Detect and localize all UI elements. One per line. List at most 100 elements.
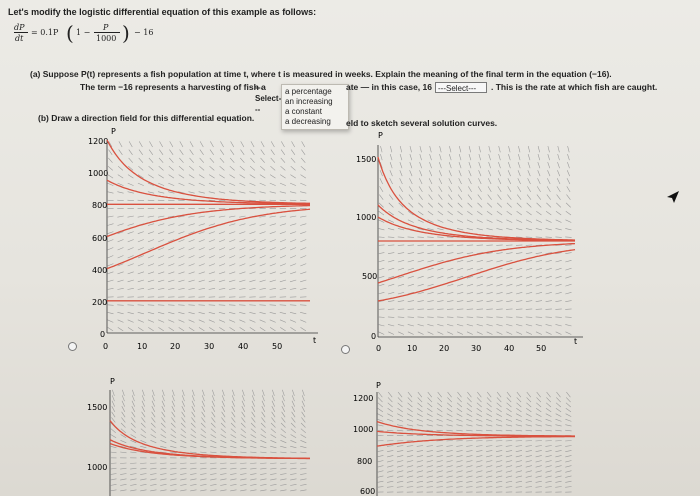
graph2-direction-tick	[417, 228, 424, 231]
graph1-direction-tick	[279, 255, 287, 259]
graph3-direction-tick	[121, 417, 126, 423]
graph1-direction-tick	[301, 141, 306, 148]
graph1-direction-tick	[178, 215, 185, 218]
graph2-direction-tick	[545, 275, 552, 279]
graph1-direction-tick	[127, 231, 134, 234]
graph1-direction-tick	[107, 191, 114, 194]
graph3-direction-tick	[261, 395, 265, 402]
graph1-direction-tick	[107, 263, 114, 267]
graph1-direction-tick	[188, 327, 195, 332]
graph2-direction-tick	[390, 146, 393, 153]
graph3-direction-tick	[120, 467, 127, 470]
graph3-direction-tick	[271, 400, 275, 407]
graph1-xtick: 20	[170, 342, 180, 351]
graph3-direction-tick	[230, 445, 237, 449]
graph3-direction-tick	[140, 473, 147, 475]
graph4-direction-tick	[456, 465, 463, 468]
dropdown-option[interactable]: a constant	[285, 107, 322, 116]
graph1-direction-tick	[158, 231, 165, 234]
graph2-direction-tick	[417, 283, 424, 287]
graph3-direction-tick	[261, 411, 266, 418]
graph4-direction-tick	[506, 407, 512, 413]
graph4-direction-tick	[427, 402, 433, 408]
graph2-direction-tick	[378, 260, 385, 263]
graph1-direction-tick	[107, 255, 114, 259]
graph2-direction-tick	[437, 275, 444, 279]
graph4-direction-tick	[505, 470, 513, 473]
select-unit[interactable]: ---Select---	[435, 82, 487, 93]
graph1-direction-tick	[260, 157, 265, 163]
graph1-direction-tick	[147, 279, 155, 283]
graph1-direction-tick	[259, 247, 266, 251]
graph4-direction-tick	[536, 402, 542, 408]
graph3-direction-tick	[120, 434, 127, 439]
graph1-direction-tick	[127, 239, 134, 243]
graph3-direction-tick	[210, 462, 217, 464]
dropdown-option[interactable]: an increasing	[285, 97, 333, 106]
graph1-direction-tick	[158, 319, 165, 323]
graph4-direction-tick	[486, 460, 493, 463]
graph1-direction-tick	[290, 231, 297, 234]
graph4-direction-tick	[535, 418, 542, 422]
graph2-direction-tick	[547, 154, 550, 161]
graph2-direction-tick	[545, 252, 552, 254]
graph2-direction-tick	[417, 252, 424, 254]
graph1-direction-tick	[147, 263, 155, 267]
graph2-direction-tick	[555, 283, 562, 287]
graph2-direction-tick	[418, 202, 424, 208]
graph1-direction-tick	[198, 312, 205, 315]
graph2-direction-tick	[476, 300, 483, 302]
graph2-direction-tick	[565, 331, 572, 335]
graph3-direction-tick	[200, 467, 207, 470]
graph3-direction-tick	[240, 445, 247, 449]
graph3-direction-tick	[251, 411, 256, 418]
graph4-direction-tick	[535, 424, 542, 427]
graph4-direction-tick	[486, 480, 493, 483]
graph4-direction-tick	[495, 445, 503, 447]
graph4-direction-tick	[446, 460, 453, 463]
dropdown-option[interactable]: a decreasing	[285, 117, 331, 126]
graph4-direction-tick	[406, 450, 414, 452]
graph4-direction-tick	[565, 429, 572, 432]
graph3-direction-tick	[150, 484, 157, 486]
graph3-direction-tick	[180, 484, 187, 486]
graph2-direction-tick	[407, 219, 414, 223]
graph1-direction-tick	[218, 263, 226, 267]
graph3-direction-tick	[111, 395, 115, 402]
graph4-direction-tick	[417, 407, 423, 413]
graph1-direction-tick	[188, 223, 195, 226]
graph1-direction-tick	[269, 312, 276, 315]
graph-choice-radio-2[interactable]	[341, 345, 350, 354]
graph3-direction-tick	[230, 489, 237, 492]
graph4-direction-tick	[525, 455, 532, 458]
graph4-direction-tick	[565, 480, 572, 483]
graph3-direction-tick	[151, 406, 156, 413]
graph1-direction-tick	[108, 141, 113, 148]
graph2-direction-tick	[547, 170, 551, 177]
graph2-direction-tick	[565, 275, 572, 279]
graph2-direction-tick	[456, 324, 464, 327]
graph1-direction-tick	[137, 312, 144, 315]
graph-choice-radio-1[interactable]	[68, 342, 77, 351]
intro-text: Let's modify the logistic differential e…	[8, 7, 317, 17]
graph2-direction-tick	[457, 194, 463, 200]
graph2-direction-tick	[536, 202, 542, 208]
graph1-direction-tick	[179, 141, 184, 148]
graph2-direction-tick	[525, 244, 533, 246]
graph1-direction-tick	[239, 165, 245, 171]
graph4-direction-tick	[565, 424, 572, 427]
graph4-direction-tick	[427, 397, 433, 403]
graph1-direction-tick	[157, 215, 165, 218]
graph4-ytick: 1200	[353, 394, 373, 403]
graph2-direction-tick	[378, 316, 385, 318]
graph2-direction-tick	[427, 252, 434, 254]
graph4-direction-tick	[545, 455, 552, 458]
graph3-direction-tick	[300, 451, 307, 454]
graph2-direction-tick	[497, 178, 502, 185]
graph1-direction-tick	[158, 247, 165, 251]
dropdown-option[interactable]: a percentage	[285, 87, 332, 96]
graph2-direction-tick	[478, 154, 481, 161]
graph1-direction-tick	[117, 312, 124, 315]
select-harvest-type[interactable]: ---Select---	[255, 83, 282, 114]
graph3-direction-tick	[140, 428, 146, 434]
